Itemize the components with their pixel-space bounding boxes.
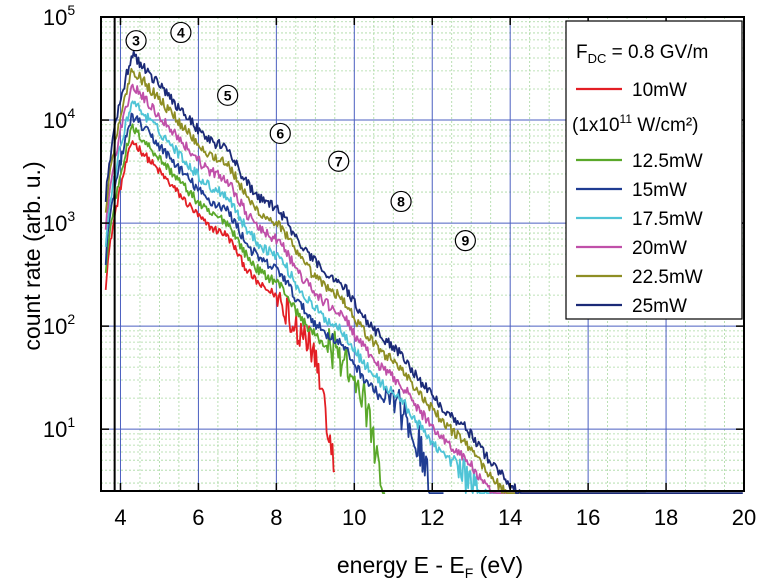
plot-frame (100, 16, 745, 492)
x-tick-label: 10 (342, 505, 366, 530)
y-tick-label: 102 (43, 311, 75, 339)
x-tick-label: 12 (420, 505, 444, 530)
y-tick-label: 101 (43, 414, 75, 442)
x-tick-label: 6 (192, 505, 204, 530)
legend-title: FDC = 0.8 GV/m (576, 42, 708, 66)
series-line-15mW (104, 112, 444, 494)
peak-marker-circle (125, 30, 147, 52)
y-tick-label: 105 (43, 2, 75, 30)
y-tick-label: 103 (43, 208, 75, 236)
series-layer (104, 50, 743, 494)
x-axis-title: energy E - EF (eV) (337, 552, 523, 581)
peak-marker-circle (390, 190, 412, 213)
peak-marker-circle (454, 230, 476, 252)
legend-label-25mW: 25mW (632, 296, 687, 317)
peak-marker-label: 6 (276, 125, 284, 141)
y-tick-label: 104 (43, 105, 75, 133)
x-tick-label: 20 (732, 505, 756, 530)
legend-box (565, 20, 743, 320)
peak-marker-label: 5 (224, 87, 232, 103)
y-axis-title: count rate (arb. u.) (19, 161, 45, 350)
legend-label-15mW: 15mW (632, 180, 687, 201)
peak-marker-label: 3 (132, 33, 140, 49)
peak-labels: 3 4 5 6 7 8 9 (125, 21, 476, 252)
legend-label-17.5mW: 17.5mW (632, 209, 703, 230)
legend-label-12.5mW: 12.5mW (632, 151, 703, 172)
legend-intensity-note: (1x1011 W/cm²) (572, 112, 698, 136)
peak-marker-circle (170, 21, 192, 44)
series-line-10mW (104, 140, 336, 473)
peak-marker-circle (269, 122, 291, 145)
x-tick-label: 8 (270, 505, 282, 530)
peak-marker-label: 7 (335, 153, 343, 169)
series-line-17.5mW (104, 100, 511, 494)
legend: FDC = 0.8 GV/m 10mW 12.5mW 15mW 17.5mW 20mW 2… (565, 20, 743, 320)
legend-label-20mW: 20mW (632, 238, 687, 259)
minor-grid (100, 17, 744, 491)
x-tick-label: 16 (576, 505, 600, 530)
x-tick-label: 14 (498, 505, 522, 530)
series-line-12.5mW (104, 123, 386, 494)
peak-marker-label: 9 (461, 233, 469, 249)
peak-marker-circle (328, 150, 350, 172)
x-tick-label: 18 (654, 505, 678, 530)
peak-marker-circle (217, 84, 239, 106)
series-line-25mW (104, 50, 743, 494)
x-tick-labels: 4 6 8 10 12 14 16 18 20 (114, 505, 756, 530)
x-tick-label: 4 (114, 505, 126, 530)
peak-marker-label: 4 (177, 24, 185, 40)
peak-marker-label: 8 (397, 193, 405, 209)
legend-label-22.5mW: 22.5mW (632, 267, 703, 288)
y-tick-labels: 101 102 103 104 105 (43, 2, 75, 442)
legend-label-10mW: 10mW (632, 80, 687, 101)
